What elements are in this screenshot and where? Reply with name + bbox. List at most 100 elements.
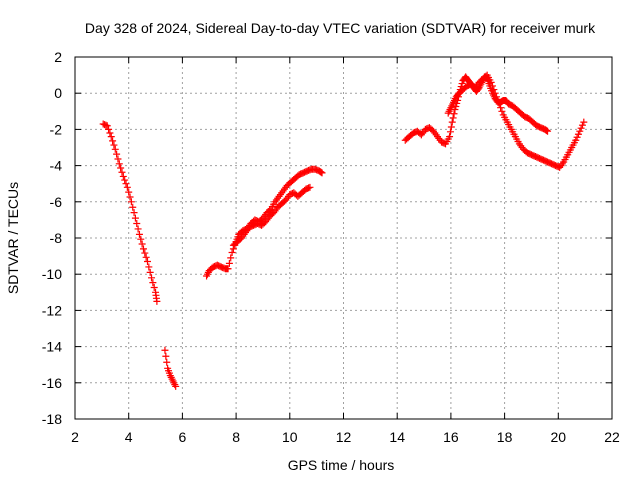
series-segment-2 (161, 346, 180, 390)
data-point (458, 80, 466, 88)
data-point (576, 127, 584, 135)
y-axis-title: SDTVAR / TECUs (5, 182, 21, 294)
data-point (145, 263, 153, 271)
data-point (129, 203, 137, 211)
data-point (228, 248, 236, 256)
data-point (123, 183, 131, 191)
data-point (149, 279, 157, 287)
data-point (487, 78, 495, 86)
x-tick-label: 8 (232, 429, 240, 445)
data-point (495, 100, 503, 108)
data-point (109, 137, 117, 145)
data-point (266, 206, 274, 214)
data-point (162, 352, 170, 360)
data-point (133, 220, 141, 228)
x-tick-label: 4 (125, 429, 133, 445)
x-tick-label: 20 (551, 429, 567, 445)
y-tick-label: -16 (42, 375, 62, 391)
data-point (450, 110, 458, 118)
series-segment-1 (99, 120, 161, 305)
x-tick-label: 12 (336, 429, 352, 445)
x-tick-label: 10 (282, 429, 298, 445)
data-point (139, 245, 147, 253)
data-point (446, 128, 454, 136)
data-point (127, 198, 135, 206)
data-point (572, 136, 580, 144)
data-point (447, 123, 455, 131)
data-point (305, 184, 313, 192)
data-point (317, 168, 325, 176)
data-point (489, 82, 497, 90)
y-tick-label: -8 (50, 230, 63, 246)
x-axis-title: GPS time / hours (288, 457, 395, 473)
data-point (544, 127, 552, 135)
data-point (490, 86, 498, 94)
x-tick-label: 22 (604, 429, 620, 445)
data-point (135, 230, 143, 238)
data-point (121, 176, 129, 184)
data-point (493, 93, 501, 101)
chart-title: Day 328 of 2024, Sidereal Day-to-day VTE… (85, 20, 596, 36)
data-point (497, 104, 505, 112)
data-point (130, 209, 138, 217)
data-point (543, 127, 551, 135)
data-point (577, 124, 585, 132)
series-segment-3b (229, 183, 314, 249)
data-point (119, 172, 127, 180)
data-point (105, 125, 113, 133)
data-point (122, 180, 130, 188)
x-tick-label: 14 (389, 429, 405, 445)
data-point (580, 118, 588, 126)
data-point (578, 121, 586, 129)
data-point (449, 114, 457, 122)
data-point (227, 254, 235, 262)
data-point (172, 382, 180, 390)
data-point (141, 249, 149, 257)
grid (75, 57, 612, 419)
data-point (161, 346, 169, 354)
data-point (494, 96, 502, 104)
y-tick-label: -4 (50, 158, 63, 174)
data-point (153, 297, 161, 305)
data-point (102, 121, 110, 129)
data-point (142, 253, 150, 261)
data-point (115, 160, 123, 168)
data-point (573, 133, 581, 141)
tick-labels: 2 4 6 8 10 12 14 16 18 20 22-18-16-14-12-10-8-6-4-… (42, 49, 620, 445)
x-tick-label: 18 (497, 429, 513, 445)
data-point (574, 130, 582, 138)
data-point (143, 258, 151, 266)
data-point (306, 183, 314, 191)
data-points (99, 71, 588, 390)
data-point (125, 188, 133, 196)
y-tick-label: 0 (54, 85, 62, 101)
y-tick-label: -14 (42, 339, 62, 355)
data-point (137, 235, 145, 243)
x-tick-label: 16 (443, 429, 459, 445)
data-point (114, 155, 122, 163)
data-point (318, 169, 326, 177)
y-tick-label: -12 (42, 302, 62, 318)
data-point (117, 164, 125, 172)
data-point (118, 168, 126, 176)
x-tick-label: 2 (71, 429, 79, 445)
y-tick-label: -10 (42, 266, 62, 282)
y-tick-label: -18 (42, 411, 62, 427)
data-point (107, 133, 115, 141)
data-point (446, 133, 454, 141)
data-point (163, 358, 171, 366)
y-tick-label: -2 (50, 121, 63, 137)
data-point (111, 145, 119, 153)
data-point (138, 240, 146, 248)
data-point (131, 214, 139, 222)
data-point (113, 150, 121, 158)
data-point (491, 89, 499, 97)
data-point (225, 259, 233, 267)
data-point (126, 193, 134, 201)
x-tick-label: 6 (179, 429, 187, 445)
data-point (498, 107, 506, 115)
series-segment-4b (444, 71, 588, 171)
axes (74, 56, 613, 420)
data-point (150, 283, 158, 291)
